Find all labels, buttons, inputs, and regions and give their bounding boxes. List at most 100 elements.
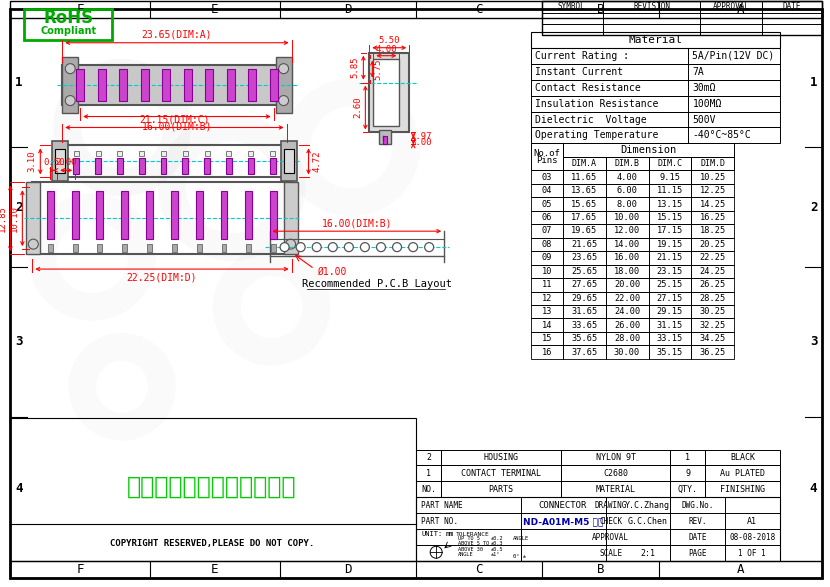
Bar (691, 211, 735, 224)
Text: TOLERANCE: TOLERANCE (457, 532, 490, 537)
Bar (248, 158, 254, 174)
Bar (56, 150, 66, 173)
Bar (183, 158, 188, 174)
Text: 15.15: 15.15 (657, 213, 683, 222)
Text: 5A/Pin(12V DC): 5A/Pin(12V DC) (692, 50, 774, 60)
Text: 3.00: 3.00 (411, 138, 432, 147)
Bar (691, 345, 735, 359)
Text: 06: 06 (542, 213, 552, 222)
Bar (691, 224, 735, 238)
Text: Instant Current: Instant Current (535, 67, 623, 77)
Text: 33.15: 33.15 (657, 334, 683, 343)
Text: DIM.B: DIM.B (614, 159, 640, 168)
Text: 2: 2 (810, 201, 818, 214)
Bar (383, 136, 388, 144)
Bar (139, 158, 144, 174)
Bar (221, 191, 227, 239)
Bar (606, 184, 648, 197)
Text: 2.00: 2.00 (56, 158, 77, 167)
Text: COPYRIGHT RESERVED,PLEASE DO NOT COPY.: COPYRIGHT RESERVED,PLEASE DO NOT COPY. (110, 539, 314, 548)
Text: 26.25: 26.25 (700, 280, 726, 289)
Bar (531, 197, 563, 211)
Bar (671, 481, 705, 497)
Text: BLACK: BLACK (730, 453, 755, 462)
Text: 13.65: 13.65 (571, 186, 598, 195)
Text: 28.00: 28.00 (614, 334, 640, 343)
Bar (563, 170, 606, 184)
Bar (270, 158, 276, 174)
Bar (648, 332, 691, 345)
Text: G.C.Chen: G.C.Chen (627, 517, 667, 526)
Bar (542, 1, 822, 35)
Bar (270, 69, 277, 100)
Bar (606, 345, 648, 359)
Bar (606, 170, 648, 184)
Bar (563, 211, 606, 224)
Text: Insulation Resistance: Insulation Resistance (535, 99, 658, 109)
Circle shape (393, 242, 402, 252)
Text: SCALE: SCALE (599, 549, 622, 558)
Text: ABOVE 30: ABOVE 30 (458, 546, 483, 552)
Text: CONTACT TERMINAL: CONTACT TERMINAL (461, 469, 541, 478)
Bar (374, 59, 399, 126)
Text: -40°C~85°C: -40°C~85°C (692, 130, 751, 140)
Text: F: F (76, 3, 84, 16)
Bar (74, 151, 79, 156)
Text: Dielectric  Voltage: Dielectric Voltage (535, 114, 647, 124)
Bar (691, 197, 735, 211)
Circle shape (408, 242, 417, 252)
Bar (247, 244, 251, 252)
Text: 24.25: 24.25 (700, 267, 726, 276)
Text: E: E (211, 3, 218, 16)
Text: C: C (476, 563, 483, 576)
Text: C: C (476, 3, 483, 16)
Text: Ø1.00: Ø1.00 (317, 267, 346, 277)
Bar (205, 151, 210, 156)
Text: 1: 1 (810, 76, 818, 89)
Text: 5.85: 5.85 (351, 57, 360, 79)
Bar (691, 238, 735, 251)
Text: B: B (597, 3, 604, 16)
Text: 22.25(DIM:D): 22.25(DIM:D) (127, 272, 198, 282)
Bar (531, 251, 563, 265)
Bar (531, 305, 563, 318)
Text: PART NAME: PART NAME (421, 501, 463, 510)
Bar (71, 191, 79, 239)
Bar (227, 69, 235, 100)
Text: 35.15: 35.15 (657, 348, 683, 356)
Circle shape (66, 96, 76, 106)
Text: 24.00: 24.00 (614, 307, 640, 316)
Text: MATERIAL: MATERIAL (596, 485, 636, 494)
Text: 37.65: 37.65 (571, 348, 598, 356)
Text: Y.C.Zhang: Y.C.Zhang (625, 501, 670, 510)
Bar (95, 158, 101, 174)
Circle shape (377, 242, 385, 252)
Text: NO.: NO. (421, 485, 437, 494)
Text: 500V: 500V (692, 114, 716, 124)
Text: 2:1: 2:1 (640, 549, 655, 558)
Text: 广东诺德电子科技有限公司: 广东诺德电子科技有限公司 (127, 474, 296, 498)
Text: 32.25: 32.25 (700, 321, 726, 330)
Text: No.of: No.of (534, 149, 560, 158)
Bar (691, 318, 735, 332)
Text: 21.15: 21.15 (657, 254, 683, 262)
Bar (97, 244, 102, 252)
Text: 12: 12 (542, 294, 552, 303)
Bar (52, 141, 68, 181)
Text: PARTS: PARTS (489, 485, 514, 494)
Text: NYLON 9T: NYLON 9T (596, 453, 636, 462)
Bar (671, 465, 705, 481)
Bar (197, 244, 202, 252)
Text: 9.15: 9.15 (660, 173, 681, 181)
Bar (284, 183, 298, 254)
Text: 22.25: 22.25 (700, 254, 726, 262)
Bar (606, 157, 648, 170)
Bar (691, 265, 735, 278)
Circle shape (344, 242, 354, 252)
Bar (648, 251, 691, 265)
Circle shape (279, 63, 289, 73)
Bar (606, 292, 648, 305)
Bar (606, 318, 648, 332)
Bar (531, 265, 563, 278)
Text: 19.15: 19.15 (657, 240, 683, 249)
